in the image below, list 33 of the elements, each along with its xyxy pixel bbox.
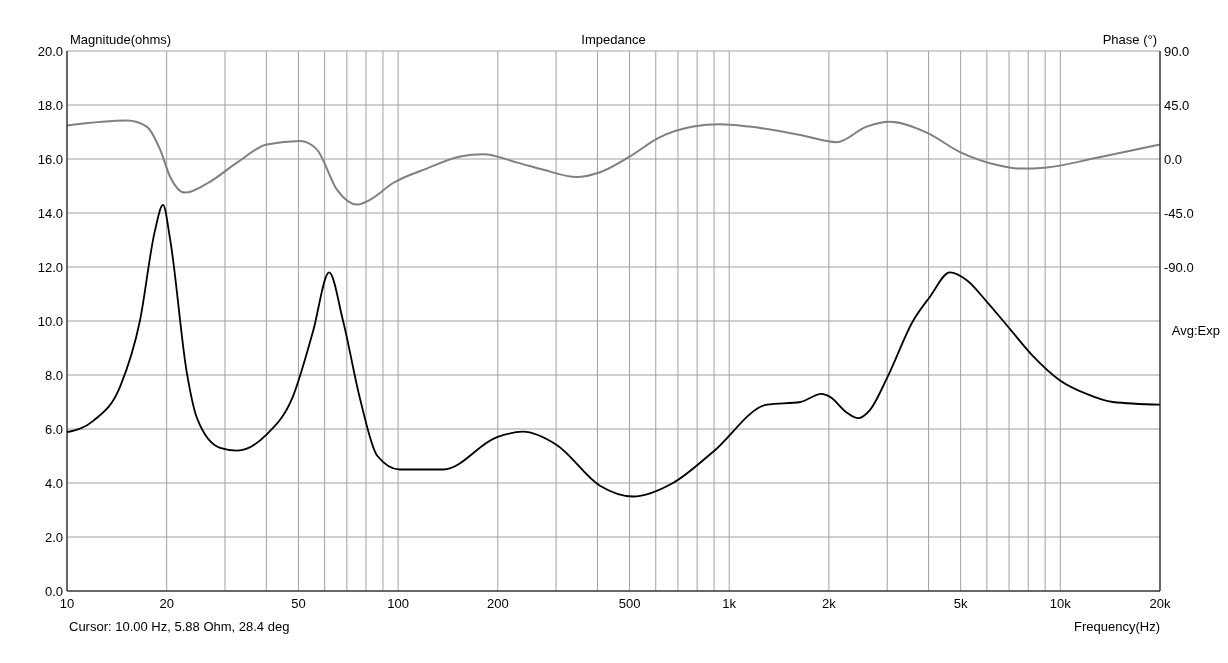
y-tick-label: 16.0 [37,152,63,167]
y-tick-label: 6.0 [44,422,63,437]
y2-tick-label: 90.0 [1164,44,1190,59]
x-tick-label: 1k [722,596,737,611]
x-tick-label: 200 [486,596,509,611]
y-axis-title: Magnitude(ohms) [70,32,172,47]
x-tick-label: 2k [822,596,837,611]
x-tick-label: 5k [953,596,969,611]
text: Cursor: 10.00 Hz, 5.88 Ohm, 28.4 deg [69,619,290,634]
y2-tick-label: 0.0 [1164,152,1183,167]
y2-tick-label: 45.0 [1164,98,1190,113]
y-tick-label: 4.0 [44,476,63,491]
x-tick-label: 20 [159,596,174,611]
y-tick-label: 18.0 [37,98,63,113]
y-tick-label: 10.0 [37,314,63,329]
y-tick-label: 12.0 [37,260,63,275]
x-tick-label: 10 [59,596,75,611]
chart-title: Impedance [581,32,646,47]
x-axis-title: Frequency(Hz) [1074,619,1160,634]
x-tick-label: 20k [1149,596,1171,611]
y-tick-label: 2.0 [44,530,63,545]
y-tick-label: 14.0 [37,206,63,221]
y-tick-label: 20.0 [37,44,63,59]
x-tick-label: 10k [1049,596,1072,611]
y2-axis-title: Phase (°) [1102,32,1157,47]
y-tick-label: 0.0 [44,584,63,599]
y2-tick-label: -90.0 [1164,260,1194,275]
x-tick-label: 50 [291,596,306,611]
x-tick-label: 100 [387,596,409,611]
text: Avg:Exp [1171,323,1220,338]
y2-tick-label: -45.0 [1164,206,1194,221]
x-tick-label: 500 [618,596,641,611]
y-tick-label: 8.0 [44,368,63,383]
